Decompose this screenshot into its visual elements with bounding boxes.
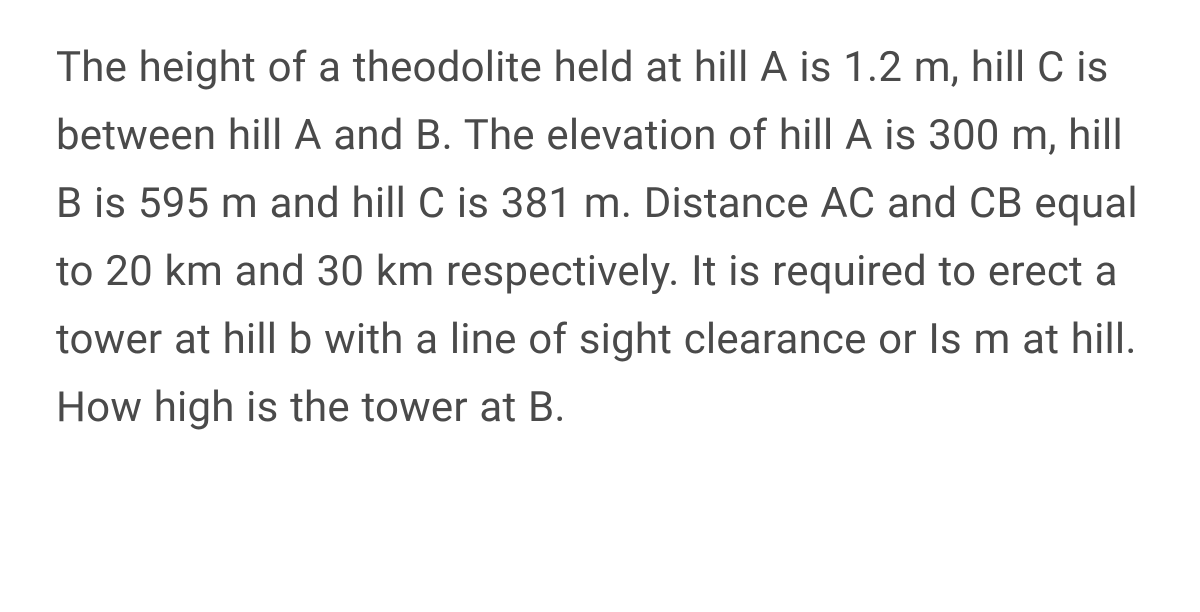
problem-text: The height of a theodolite held at hill … <box>56 43 1138 432</box>
problem-page: The height of a theodolite held at hill … <box>0 0 1200 612</box>
